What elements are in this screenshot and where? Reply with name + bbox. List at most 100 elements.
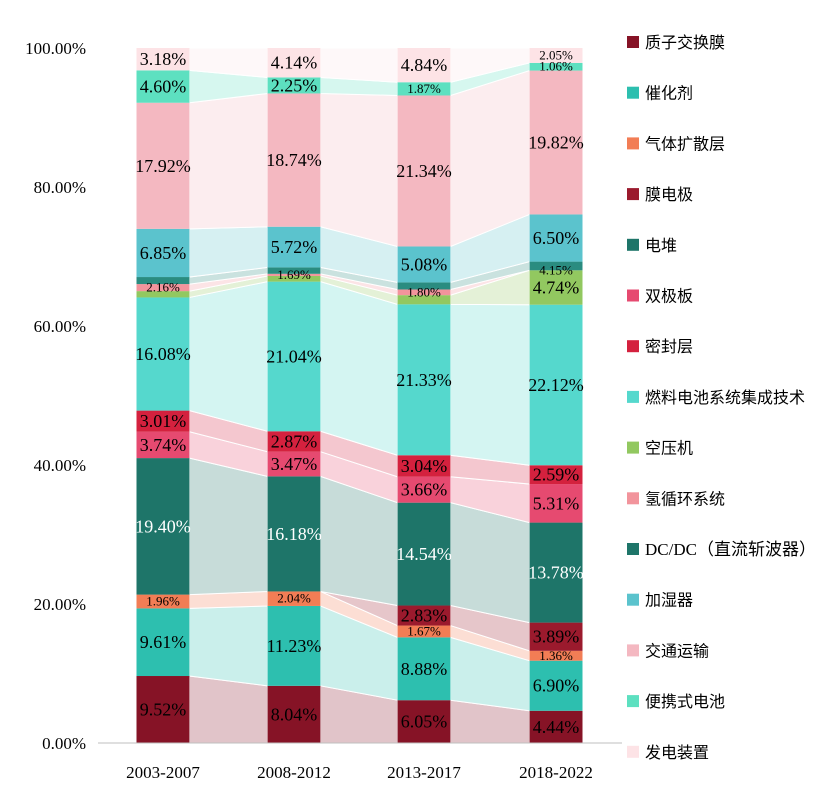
data-label: 11.23% xyxy=(267,636,322,656)
bar-segment xyxy=(267,48,321,78)
data-label: 6.50% xyxy=(533,228,580,248)
bar-segment xyxy=(529,48,583,63)
data-label: 19.82% xyxy=(528,132,584,152)
x-tick-label: 2018-2022 xyxy=(519,763,593,782)
connector-band xyxy=(450,502,530,624)
connector-band xyxy=(450,303,530,466)
data-label: 17.92% xyxy=(135,156,191,176)
legend-swatch xyxy=(627,695,639,708)
data-label: 3.66% xyxy=(401,480,448,500)
data-label: 22.12% xyxy=(528,375,584,395)
data-label: 3.18% xyxy=(140,49,187,69)
legend-item-label: DC/DC（直流斩波器） xyxy=(645,540,816,559)
data-label: 2.05% xyxy=(539,47,573,62)
y-tick-label: 20.00% xyxy=(34,595,86,614)
bar-segment xyxy=(136,70,190,103)
bar-segment xyxy=(529,710,583,743)
connector-band xyxy=(189,675,268,744)
bar-segment xyxy=(397,304,451,456)
legend-swatch xyxy=(627,188,639,201)
data-label: 9.61% xyxy=(140,632,187,652)
bar-segment xyxy=(267,93,321,227)
legend-swatch xyxy=(627,492,639,505)
bar-segment xyxy=(397,455,451,477)
bar-segment xyxy=(267,685,321,743)
bar-segment xyxy=(267,591,321,606)
data-label: 6.90% xyxy=(533,676,580,696)
bar-segment xyxy=(267,267,321,274)
bar-segment xyxy=(397,605,451,626)
data-label: 2.87% xyxy=(271,431,318,451)
legend-item-label: 氢循环系统 xyxy=(645,489,725,508)
legend-item-label: 加湿器 xyxy=(645,591,693,610)
bar-segment xyxy=(267,273,321,276)
bar-segment xyxy=(267,451,321,477)
legend-swatch xyxy=(627,289,639,302)
bar-segment xyxy=(397,625,451,638)
data-label: 1.67% xyxy=(407,623,441,638)
bar-segment xyxy=(267,431,321,452)
bar-segment xyxy=(529,660,583,711)
bar-segment xyxy=(267,476,321,592)
legend-item-label: 交通运输 xyxy=(645,641,709,660)
data-label: 4.60% xyxy=(140,77,187,97)
bar-segment xyxy=(136,431,190,459)
data-label: 4.14% xyxy=(271,53,318,73)
legend-item-label: 发电装置 xyxy=(645,743,709,762)
legend-item-label: 质子交换膜 xyxy=(645,33,725,52)
segment-labels: 3.18% 4.14% 4.84% 2.05% 4.60% 2.25% 1.87% 1.06%… xyxy=(135,47,584,736)
legend-item-label: 燃料电池系统集成技术 xyxy=(645,388,805,407)
bar-segment xyxy=(397,95,451,247)
connector-band xyxy=(189,281,268,432)
series-connector-bands xyxy=(189,47,530,744)
bar-stacks xyxy=(136,48,583,743)
bar-segment xyxy=(529,484,583,523)
bar-segment xyxy=(136,48,190,71)
bar-segment xyxy=(267,77,321,94)
data-label: 2.25% xyxy=(271,75,318,95)
bar-segment xyxy=(397,82,451,96)
data-label: 2.04% xyxy=(277,591,311,606)
data-label: 14.54% xyxy=(396,544,452,564)
data-label: 5.72% xyxy=(271,237,318,257)
data-label: 1.69% xyxy=(277,267,311,282)
y-tick-label: 60.00% xyxy=(34,317,86,336)
data-label: 3.89% xyxy=(533,627,580,647)
data-label: 8.88% xyxy=(401,659,448,679)
legend-item-label: 电堆 xyxy=(645,236,677,255)
connector-band xyxy=(189,457,268,596)
x-tick-label: 2003-2007 xyxy=(126,763,200,782)
bar-segment xyxy=(136,297,190,411)
bar-segment xyxy=(529,622,583,651)
data-label: 18.74% xyxy=(266,150,322,170)
connector-band xyxy=(320,280,398,456)
bar-segment xyxy=(397,476,451,503)
data-label: 1.87% xyxy=(407,81,441,96)
data-label: 1.96% xyxy=(146,593,180,608)
data-label: 21.33% xyxy=(396,370,452,390)
bar-segment xyxy=(136,594,190,609)
bar-segment xyxy=(267,281,321,432)
bar-segment xyxy=(136,102,190,229)
bar-segment xyxy=(136,277,190,285)
legend-item-label: 膜电极 xyxy=(645,185,693,204)
bar-segment xyxy=(397,700,451,743)
bar-segment xyxy=(397,246,451,283)
legend-swatch xyxy=(627,441,639,454)
data-label: 4.74% xyxy=(533,278,580,298)
bar-segment xyxy=(136,284,190,292)
data-label: 16.08% xyxy=(135,344,191,364)
data-label: 2.83% xyxy=(401,606,448,626)
bar-segment xyxy=(529,522,583,623)
legend-swatch xyxy=(627,86,639,99)
y-tick-label: 80.00% xyxy=(34,178,86,197)
data-label: 1.36% xyxy=(539,648,573,663)
bar-segment xyxy=(529,465,583,485)
y-tick-label: 100.00% xyxy=(25,39,86,58)
connector-band xyxy=(320,92,398,248)
data-label: 1.06% xyxy=(539,59,573,74)
bar-segment xyxy=(267,226,321,268)
legend-swatch xyxy=(627,745,639,758)
legend-swatch xyxy=(627,593,639,606)
